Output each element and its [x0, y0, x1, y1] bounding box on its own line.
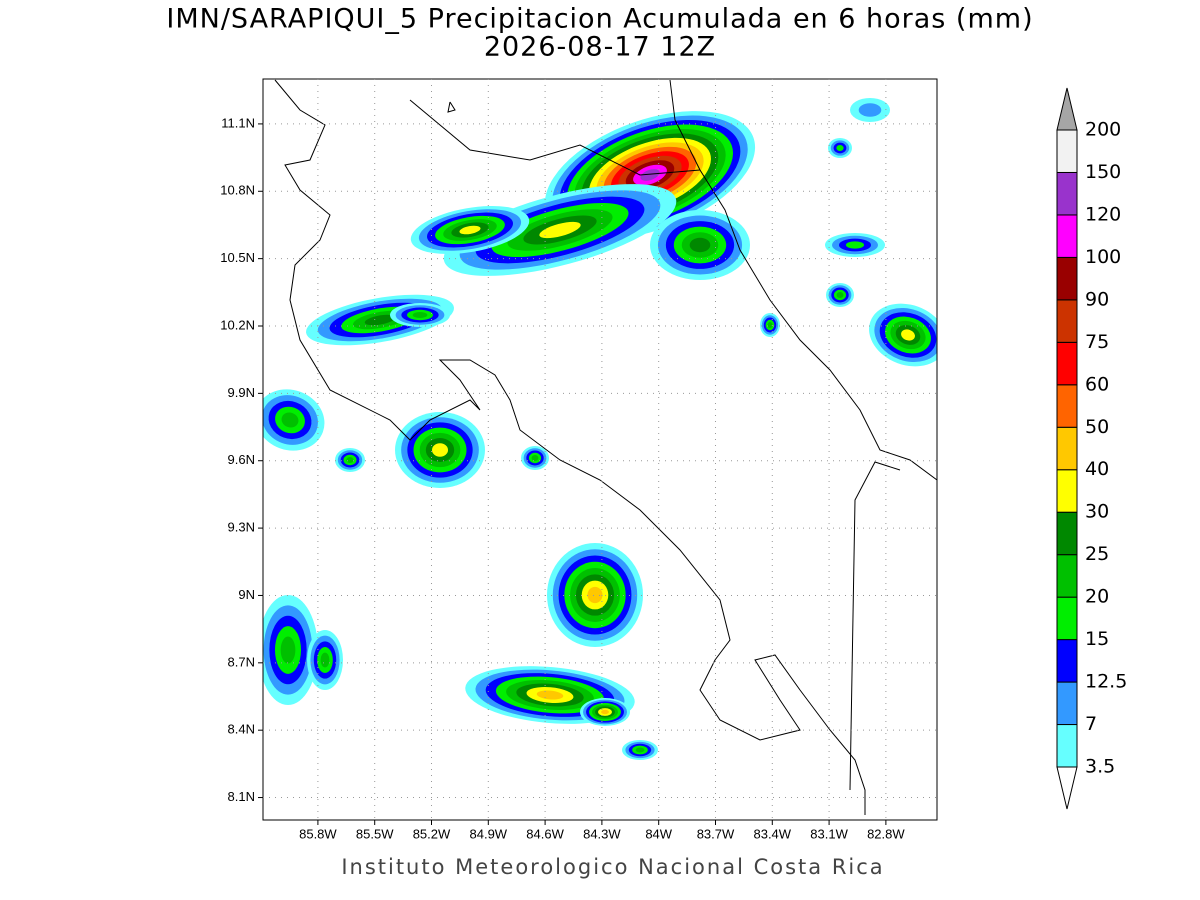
- colorbar-label: 25: [1085, 543, 1109, 565]
- colorbar-box: [1056, 554, 1078, 598]
- precip-contour: [459, 225, 481, 235]
- nicaragua-border: [409, 99, 701, 176]
- x-tick-label: 83.1W: [810, 826, 848, 841]
- precip-contour: [539, 221, 581, 239]
- precipitation-field: [263, 98, 937, 760]
- colorbar-label: 20: [1085, 586, 1109, 608]
- colorbar-box: [1056, 681, 1078, 726]
- colorbar-label: 30: [1085, 501, 1109, 523]
- caribbean-coast: [669, 79, 937, 481]
- colorbar-label: 150: [1085, 161, 1121, 183]
- colorbar-label: 100: [1085, 246, 1121, 268]
- x-tick-label: 84.3W: [583, 826, 621, 841]
- precip-contour: [431, 443, 449, 457]
- colorbar-label: 15: [1085, 628, 1109, 650]
- colorbar-label: 50: [1085, 416, 1109, 438]
- colorbar: 3.5 7 12.5 15 20 25 30 40 50 60 75 90 100 120 150 200: [1056, 87, 1127, 810]
- subtitle: 2026-08-17 12Z: [484, 32, 716, 63]
- y-tick-label: 10.8N: [220, 183, 255, 198]
- precip-contour: [689, 237, 711, 253]
- colorbar-box: [1056, 214, 1078, 258]
- y-tick-label: 10.2N: [220, 317, 255, 332]
- x-tick-label: 84.9W: [470, 826, 508, 841]
- y-tick-label: 11.1N: [221, 115, 255, 130]
- y-tick-label: 8.4N: [228, 722, 255, 737]
- colorbar-box: [1056, 299, 1078, 343]
- y-tick-label: 10.5N: [220, 250, 255, 265]
- precip-contour: [364, 314, 396, 326]
- colorbar-label: 12.5: [1085, 671, 1127, 693]
- colorbar-label: 7: [1085, 713, 1097, 735]
- precip-contour: [280, 636, 296, 664]
- x-tick-label: 84.6W: [526, 826, 564, 841]
- coastlines: [274, 79, 937, 815]
- y-tick-label: 9.3N: [228, 520, 255, 535]
- x-tick-label: 84W: [645, 826, 672, 841]
- colorbar-box: [1056, 596, 1078, 641]
- colorbar-label: 120: [1085, 203, 1121, 225]
- precip-contour: [640, 169, 660, 181]
- y-tick-label: 8.1N: [228, 789, 255, 804]
- x-tick-label: 82.8W: [867, 826, 905, 841]
- x-tick-label: 85.2W: [413, 826, 451, 841]
- precip-contour: [845, 241, 865, 249]
- x-tick-label: 85.8W: [299, 826, 337, 841]
- precip-contour: [601, 709, 609, 715]
- precip-contour: [858, 103, 882, 117]
- colorbar-box: [1056, 511, 1078, 556]
- precip-contour: [836, 292, 844, 298]
- colorbar-over: [1056, 87, 1078, 131]
- colorbar-box: [1056, 384, 1078, 428]
- axes: 85.8W 85.5W 85.2W 84.9W 84.6W 84.3W 84W 83.7W 83…: [220, 79, 937, 841]
- precip-contour: [587, 586, 603, 604]
- x-tick-label: 83.7W: [697, 826, 735, 841]
- colorbar-label: 3.5: [1085, 756, 1115, 778]
- colorbar-box: [1056, 256, 1078, 301]
- colorbar-box: [1056, 129, 1078, 173]
- colorbar-label: 75: [1085, 331, 1109, 353]
- title: IMN/SARAPIQUI_5 Precipitacion Acumulada …: [166, 4, 1033, 35]
- precip-contour: [836, 144, 844, 152]
- colorbar-box: [1056, 171, 1078, 216]
- credit: Instituto Meteorologico Nacional Costa R…: [341, 855, 884, 879]
- colorbar-under: [1056, 766, 1078, 810]
- y-tick-label: 9N: [238, 587, 255, 602]
- pacific-coast: [274, 79, 866, 815]
- precip-contour: [412, 312, 428, 318]
- precip-contour: [281, 412, 299, 428]
- y-tick-label: 8.7N: [228, 654, 255, 669]
- colorbar-box: [1056, 724, 1078, 768]
- colorbar-box: [1056, 469, 1078, 513]
- precip-contour: [767, 322, 773, 328]
- precip-contour: [536, 690, 564, 700]
- precip-contour: [901, 329, 915, 341]
- y-tick-label: 9.9N: [228, 385, 255, 400]
- y-tick-label: 9.6N: [228, 452, 255, 467]
- x-tick-label: 83.4W: [753, 826, 791, 841]
- island: [447, 101, 456, 113]
- colorbar-label: 90: [1085, 288, 1109, 310]
- precip-contour: [346, 457, 354, 463]
- colorbar-box: [1056, 341, 1078, 386]
- precip-contour: [635, 747, 645, 753]
- map-frame: [262, 78, 938, 821]
- precip-contour: [531, 455, 539, 461]
- x-tick-label: 85.5W: [356, 826, 394, 841]
- colorbar-label: 60: [1085, 373, 1109, 395]
- colorbar-box: [1056, 639, 1078, 683]
- colorbar-box: [1056, 426, 1078, 471]
- colorbar-label: 200: [1085, 119, 1121, 141]
- panama-border: [849, 461, 901, 791]
- colorbar-label: 40: [1085, 458, 1109, 480]
- precip-contour: [320, 652, 330, 668]
